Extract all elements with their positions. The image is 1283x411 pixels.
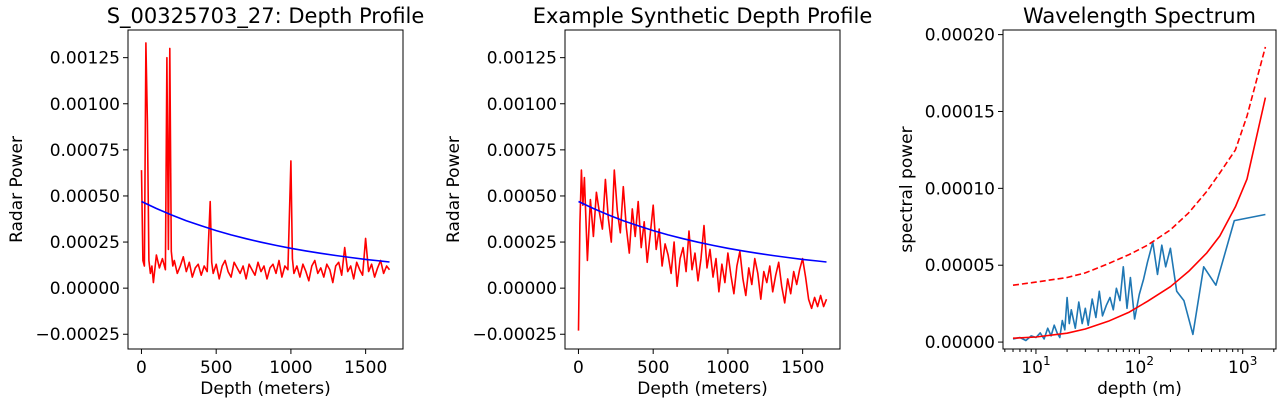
depth-profile-ylabel: Radar Power	[7, 136, 27, 243]
depth-profile-xtick-label: 1500	[344, 358, 387, 378]
synthetic-depth-profile-panel: 0 500 1000 1500 −0.00025 0.00000 0.00025 0.0005…	[444, 4, 872, 399]
synthetic-depth-profile-ytick-label: 0.00000	[487, 279, 557, 299]
depth-profile-axes-frame	[127, 29, 404, 350]
depth-profile-series-1-line	[141, 200, 390, 263]
synthetic-depth-profile-series-0-line	[577, 169, 828, 331]
wavelength-spectrum-xtick-label: 103	[1228, 354, 1257, 378]
wavelength-spectrum-ytick-label: 0.00000	[925, 333, 995, 353]
depth-profile-ytick-label: 0.00050	[50, 187, 120, 207]
wavelength-spectrum-xtick-exponent: 3	[1250, 354, 1258, 368]
wavelength-spectrum-series-2-line	[1012, 46, 1267, 286]
wavelength-spectrum-xtick-label: 102	[1125, 354, 1154, 378]
wavelength-spectrum-xtick-exponent: 2	[1146, 354, 1154, 368]
wavelength-spectrum-ylabel: spectral power	[897, 126, 917, 252]
depth-profile-xtick-label: 0	[136, 358, 147, 378]
synthetic-depth-profile-ytick-label: 0.00100	[487, 95, 557, 115]
depth-profile-xtick-label: 1000	[269, 358, 312, 378]
depth-profile-ytick-label: −0.00025	[35, 325, 120, 345]
synthetic-depth-profile-ytick-label: −0.00025	[472, 325, 557, 345]
depth-profile-title: S_00325703_27: Depth Profile	[107, 4, 425, 29]
depth-profile-xtick-label: 500	[200, 358, 232, 378]
depth-profile-xlabel: Depth (meters)	[200, 379, 330, 399]
wavelength-spectrum-axes-frame	[1002, 29, 1277, 350]
wavelength-spectrum-series-1-line	[1012, 97, 1267, 339]
depth-profile-ytick-label: 0.00000	[50, 279, 120, 299]
synthetic-depth-profile-title: Example Synthetic Depth Profile	[533, 4, 873, 28]
synthetic-depth-profile-xtick-label: 1000	[706, 358, 749, 378]
depth-profile-ytick-label: 0.00025	[50, 233, 120, 253]
wavelength-spectrum-xtick-label: 101	[1021, 354, 1050, 378]
depth-profile-series-0-line	[140, 42, 391, 284]
wavelength-spectrum-ytick-label: 0.00010	[925, 179, 995, 199]
synthetic-depth-profile-ylabel: Radar Power	[444, 136, 464, 243]
wavelength-spectrum-ytick-label: 0.00020	[925, 26, 995, 46]
synthetic-depth-profile-xtick-label: 1500	[781, 358, 824, 378]
depth-profile-ytick-label: 0.00075	[50, 141, 120, 161]
synthetic-depth-profile-series-1-line	[578, 200, 827, 263]
depth-profile-panel: 0 500 1000 1500 −0.00025 0.00000 0.00025 0.0005…	[7, 4, 424, 399]
synthetic-depth-profile-ytick-label: 0.00125	[487, 49, 557, 69]
depth-profile-ytick-label: 0.00100	[50, 95, 120, 115]
wavelength-spectrum-ytick-label: 0.00015	[925, 102, 995, 122]
synthetic-depth-profile-ytick-label: 0.00050	[487, 187, 557, 207]
wavelength-spectrum-xtick-exponent: 1	[1043, 354, 1051, 368]
synthetic-depth-profile-xtick-label: 500	[637, 358, 669, 378]
synthetic-depth-profile-ytick-label: 0.00075	[487, 141, 557, 161]
synthetic-depth-profile-xlabel: Depth (meters)	[637, 379, 767, 399]
depth-profile-ytick-label: 0.00125	[50, 49, 120, 69]
wavelength-spectrum-ytick-label: 0.00005	[925, 256, 995, 276]
wavelength-spectrum-title: Wavelength Spectrum	[1023, 4, 1256, 28]
synthetic-depth-profile-axes-frame	[564, 29, 841, 350]
wavelength-spectrum-xlabel: depth (m)	[1097, 379, 1182, 399]
synthetic-depth-profile-ytick-label: 0.00025	[487, 233, 557, 253]
synthetic-depth-profile-xtick-label: 0	[573, 358, 584, 378]
wavelength-spectrum-series-0-line	[1012, 213, 1266, 342]
wavelength-spectrum-panel: 101 102 103 0.00000 0.00005 0.00010 0.00015 0.0…	[897, 4, 1277, 399]
